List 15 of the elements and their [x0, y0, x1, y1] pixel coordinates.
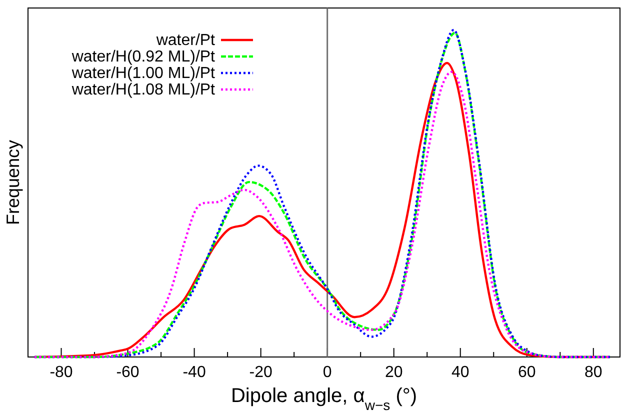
- x-tick-label: -40: [182, 364, 206, 381]
- legend-label: water/H(1.00 ML)/Pt: [70, 65, 216, 82]
- legend-label: water/H(0.92 ML)/Pt: [70, 48, 216, 66]
- x-tick-label: -60: [116, 364, 140, 381]
- x-tick-label: 40: [451, 364, 470, 381]
- x-tick-label: 60: [518, 364, 536, 381]
- x-tick-label: -20: [249, 364, 272, 381]
- x-tick-label: 20: [384, 364, 403, 381]
- legend-label: water/Pt: [155, 32, 216, 49]
- x-tick-label: 0: [322, 364, 332, 381]
- legend-label: water/H(1.08 ML)/Pt: [70, 82, 216, 98]
- x-tick-label: 80: [584, 364, 602, 381]
- y-axis-title: Frequency: [3, 140, 23, 226]
- x-axis-title: Dipole angle, α$_{w−s}$ (°): [230, 385, 418, 413]
- x-tick-label: -80: [50, 364, 73, 381]
